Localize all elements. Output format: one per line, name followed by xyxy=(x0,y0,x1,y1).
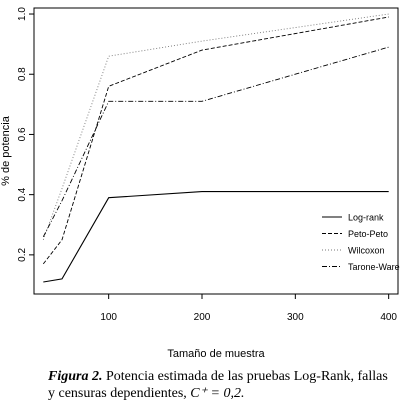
y-axis-label: % de potencia xyxy=(0,115,12,186)
x-tick-label: 300 xyxy=(287,312,304,323)
legend-label: Wilcoxon xyxy=(348,246,385,256)
legend: Log-rank Peto-Peto Wilcoxon Tarone-Ware xyxy=(322,213,400,272)
figure-caption: Figura 2. Potencia estimada de las prueb… xyxy=(48,368,398,402)
caption-label: Figura 2. xyxy=(48,369,103,384)
caption-math: C⁺ = 0,2. xyxy=(190,386,245,401)
y-tick-label: 0.8 xyxy=(17,67,28,81)
legend-label: Tarone-Ware xyxy=(348,262,400,272)
caption-text: Potencia estimada de las pruebas Log-Ran… xyxy=(48,369,388,401)
series-line-peto-peto xyxy=(42,16,389,265)
series-line-wilcoxon xyxy=(42,13,389,240)
x-axis: 100 200 300 400 xyxy=(100,294,397,323)
series-group xyxy=(42,13,389,283)
y-axis: 0.2 0.4 0.6 0.8 1.0 xyxy=(17,7,34,262)
plot-frame xyxy=(33,7,399,295)
x-tick-label: 100 xyxy=(100,312,117,323)
legend-label: Peto-Peto xyxy=(348,229,388,239)
y-tick-label: 0.6 xyxy=(17,127,28,141)
y-tick-label: 1.0 xyxy=(17,7,28,21)
x-tick-label: 200 xyxy=(194,312,211,323)
x-tick-label: 400 xyxy=(380,312,397,323)
chart: 0.2 0.4 0.6 0.8 1.0 100 200 300 400 Log-rank Pet… xyxy=(0,7,400,360)
x-axis-label: Tamaño de muestra xyxy=(167,348,265,360)
y-tick-label: 0.2 xyxy=(17,247,28,261)
series-line-tarone-ware xyxy=(42,46,389,238)
series-line-log-rank xyxy=(43,191,389,283)
legend-label: Log-rank xyxy=(348,213,384,223)
y-tick-label: 0.4 xyxy=(17,187,28,201)
